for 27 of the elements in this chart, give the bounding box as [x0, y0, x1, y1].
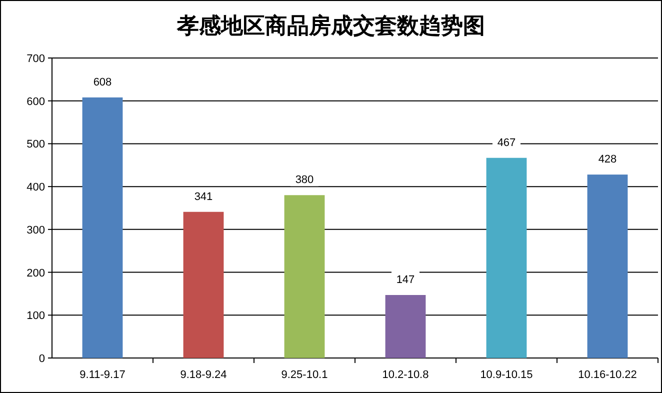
y-tick-label: 200: [26, 267, 45, 280]
data-label: 380: [295, 174, 314, 186]
y-tick-label: 400: [26, 182, 45, 194]
x-tick-label: 10.9-10.15: [480, 369, 533, 381]
x-tick-label: 10.2-10.8: [382, 369, 429, 381]
y-tick-label: 0: [38, 353, 45, 365]
data-label: 467: [497, 136, 516, 149]
x-tick-label: 9.11-9.17: [80, 369, 126, 381]
data-label: 428: [598, 154, 617, 166]
bar: [385, 295, 426, 358]
bar: [82, 97, 123, 358]
data-label: 147: [396, 274, 415, 286]
chart-title: 孝感地区商品房成交套数趋势图: [176, 13, 485, 38]
data-label: 608: [93, 76, 112, 88]
x-tick-label: 9.18-9.24: [180, 369, 227, 381]
bar: [284, 195, 325, 358]
bar: [183, 212, 224, 358]
y-tick-label: 100: [26, 310, 45, 322]
bar: [486, 158, 527, 358]
bar: [587, 174, 628, 358]
y-tick-label: 600: [26, 96, 45, 108]
x-tick-label: 10.16-10.22: [578, 369, 637, 381]
x-tick-label: 9.25-10.1: [281, 369, 328, 381]
data-label: 341: [194, 190, 213, 203]
y-tick-label: 700: [26, 53, 45, 65]
y-tick-label: 500: [26, 138, 45, 151]
y-tick-label: 300: [26, 224, 45, 236]
